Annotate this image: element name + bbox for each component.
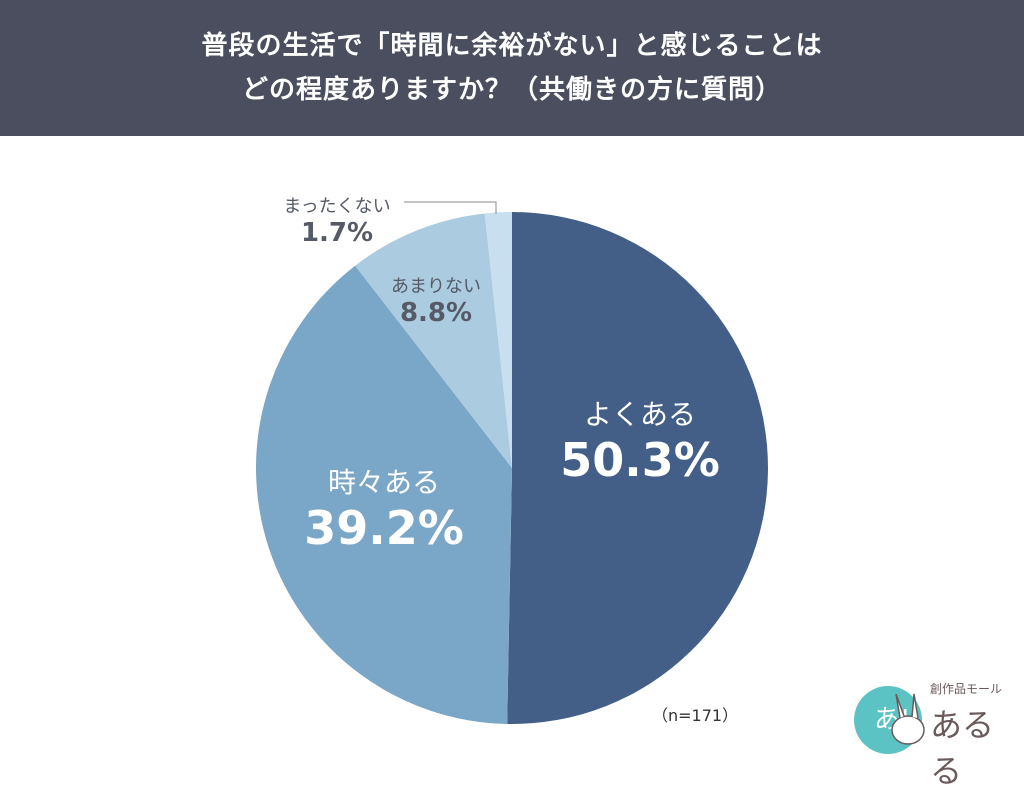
title-banner: 普段の生活で「時間に余裕がない」と感じることは どの程度ありますか？（共働きの方…: [0, 0, 1024, 136]
logo-name: あるる: [930, 706, 995, 790]
category-label: あまりない: [391, 276, 481, 297]
category-label: まったくない: [283, 196, 391, 217]
slice-label-yoku: よくある 50.3%: [560, 393, 720, 487]
category-label: 時々ある: [327, 466, 440, 499]
sample-size-note: （n=171）: [652, 706, 739, 725]
logo: あ! 創作品モール あるる: [850, 672, 1020, 790]
slice-label-amari: あまりない 8.8%: [391, 272, 481, 328]
pie-slice-2: [255, 265, 512, 724]
title-line-1: 普段の生活で「時間に余裕がない」と感じることは: [201, 31, 823, 61]
pie-slice-4: [484, 212, 512, 468]
data-label: 8.8%: [399, 298, 473, 328]
data-label: 39.2%: [304, 501, 464, 555]
data-label: 50.3%: [560, 433, 720, 487]
pie-slice-3: [355, 213, 512, 468]
pie-slice-1: [507, 212, 768, 724]
pie-chart: [255, 201, 768, 724]
logo-mark-icon: あ!: [854, 686, 925, 754]
title-line-2: どの程度ありますか？（共働きの方に質問）: [241, 75, 782, 105]
data-label: 1.7%: [300, 218, 374, 248]
leader-line: [404, 201, 497, 214]
logo-tagline: 創作品モール: [930, 682, 1003, 696]
category-label: よくある: [583, 398, 696, 431]
slice-label-tokidoki: 時々ある 39.2%: [304, 461, 464, 555]
slice-label-mattaku: まったくない 1.7%: [283, 192, 390, 248]
